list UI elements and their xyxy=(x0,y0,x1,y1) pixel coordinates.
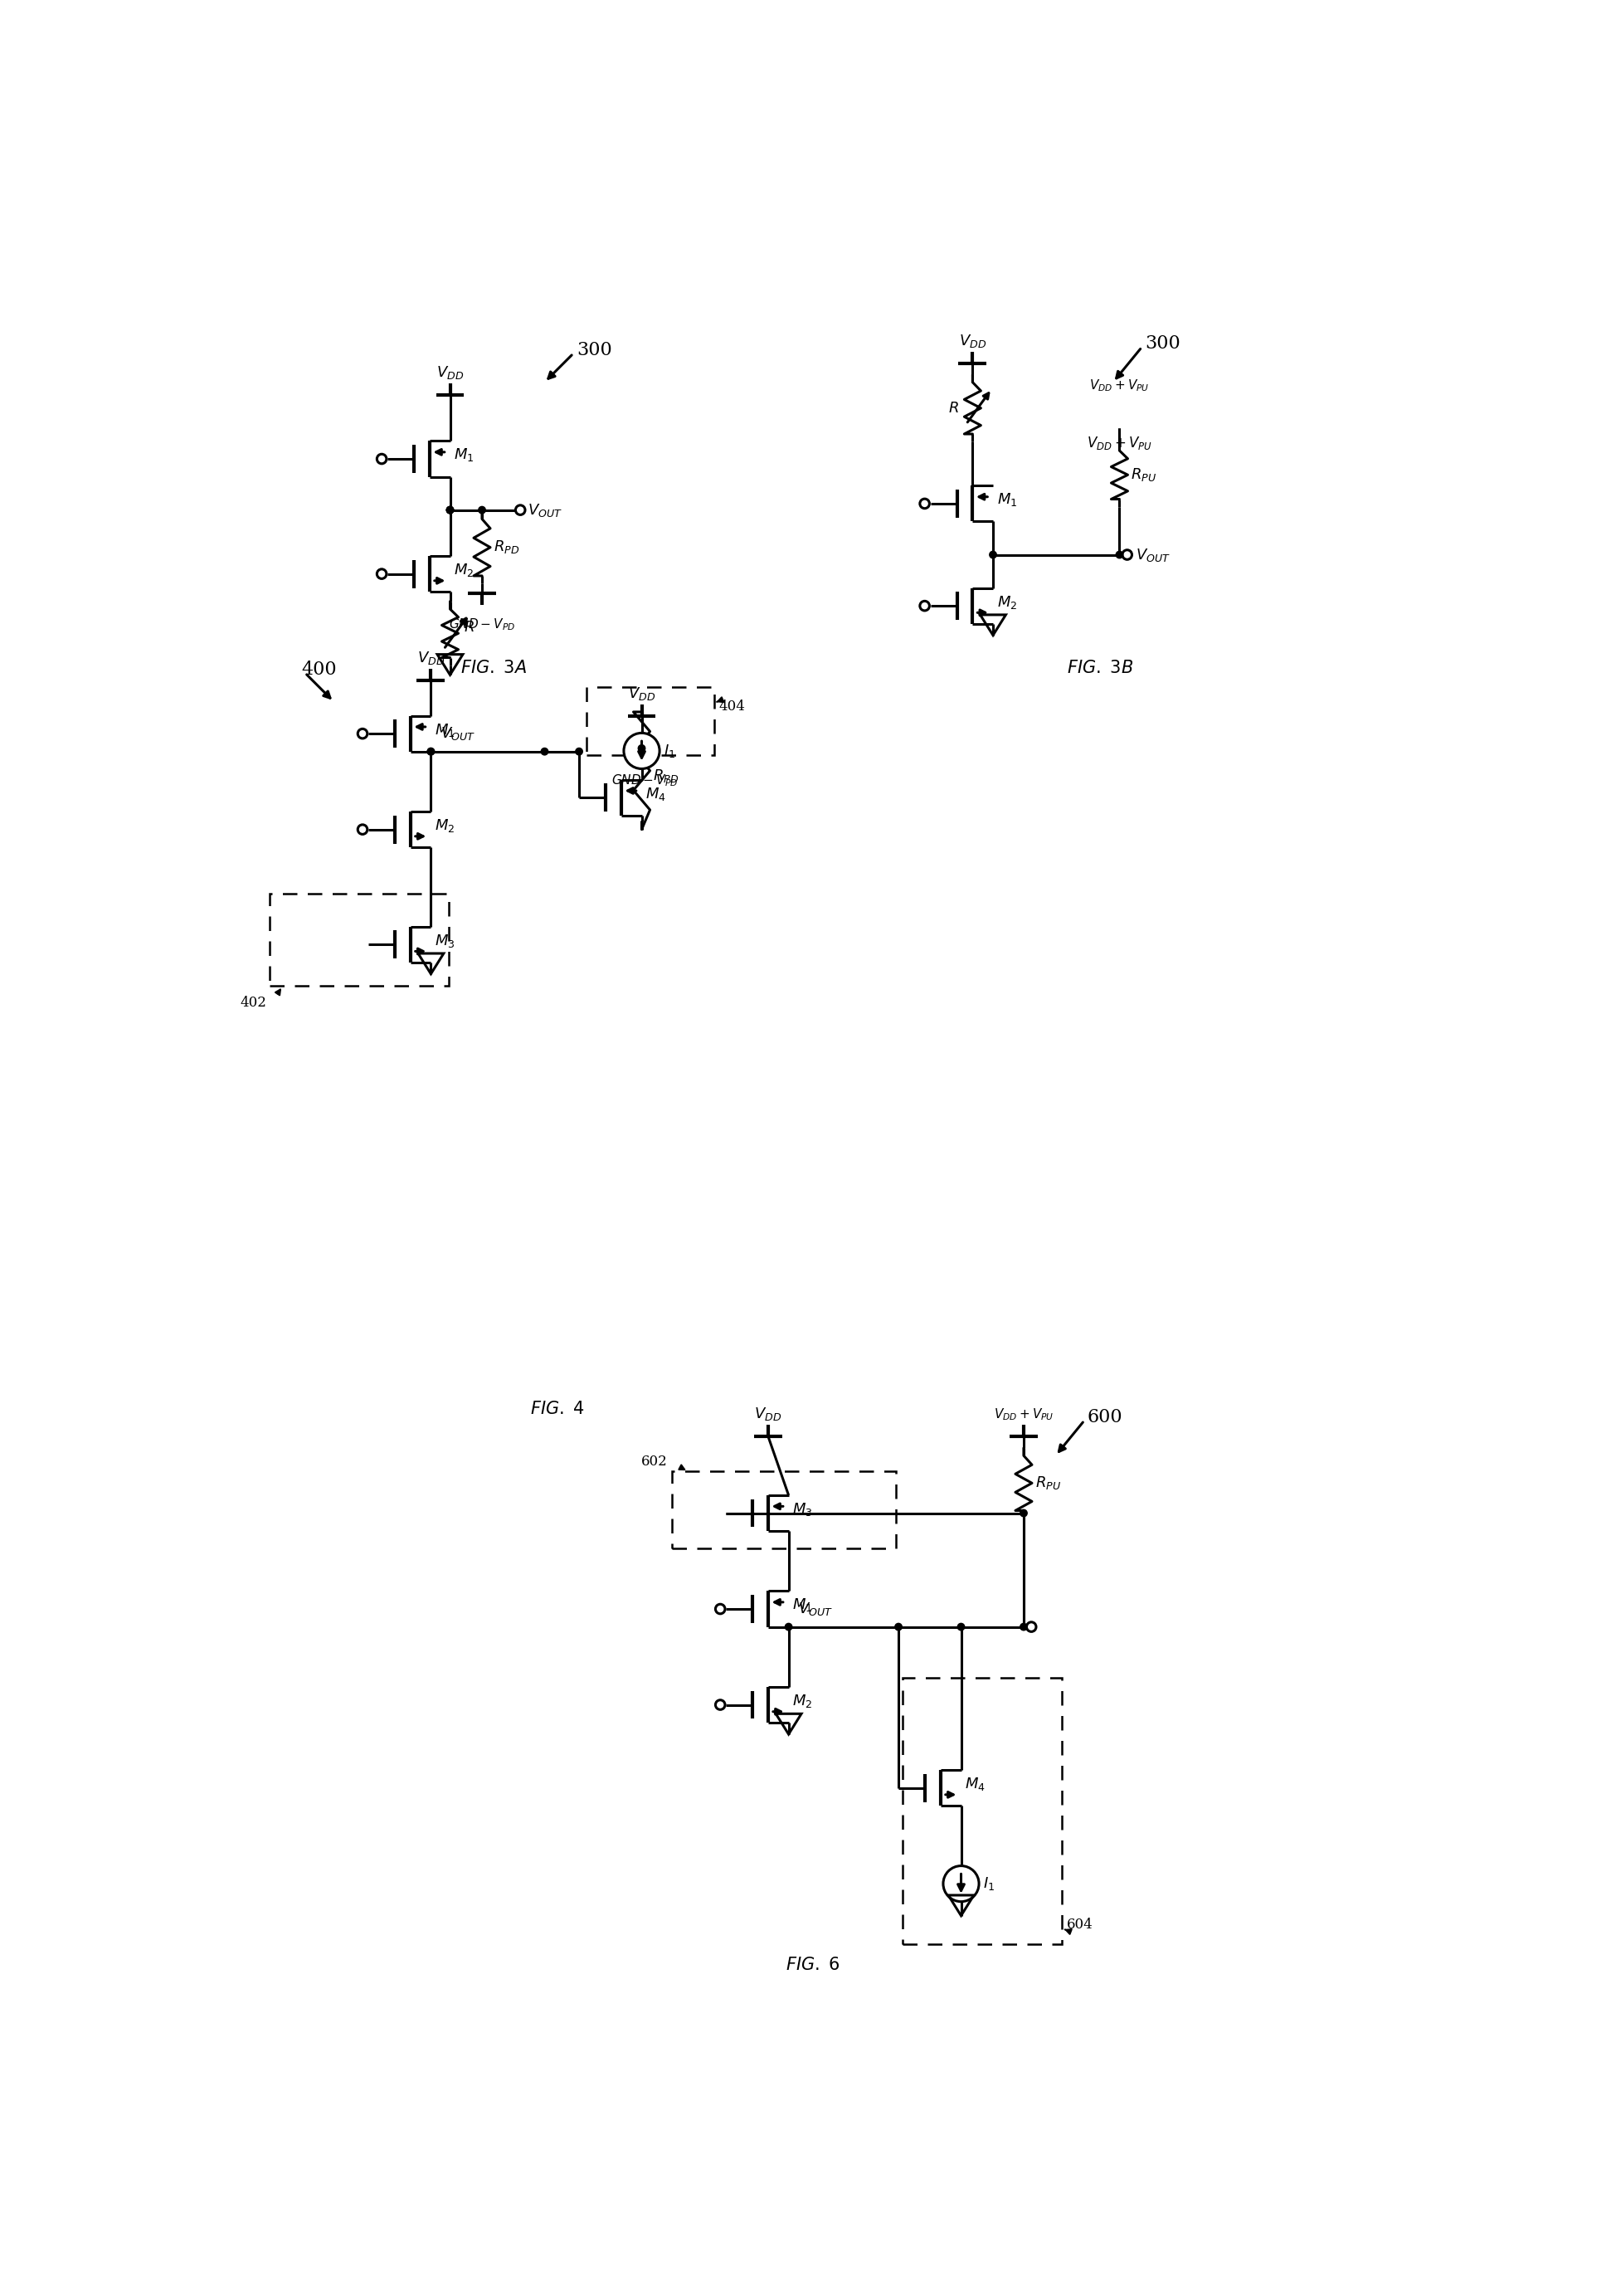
Text: $R_{PU}$: $R_{PU}$ xyxy=(1131,466,1157,482)
Bar xyxy=(587,687,714,755)
Text: $M_3$: $M_3$ xyxy=(792,1502,813,1518)
Circle shape xyxy=(427,748,435,755)
Bar xyxy=(902,1678,1062,1945)
Text: $R_{PD}$: $R_{PD}$ xyxy=(493,540,519,556)
Circle shape xyxy=(478,507,485,514)
Text: $FIG.\ 4$: $FIG.\ 4$ xyxy=(530,1401,585,1417)
Circle shape xyxy=(446,507,454,514)
Text: $V_{OUT}$: $V_{OUT}$ xyxy=(441,726,475,742)
Text: $M_2$: $M_2$ xyxy=(792,1692,813,1708)
Bar xyxy=(1088,388,1152,427)
Text: $R$: $R$ xyxy=(464,620,475,634)
Circle shape xyxy=(357,728,367,739)
Text: $V_{DD}$: $V_{DD}$ xyxy=(629,684,656,703)
Circle shape xyxy=(716,1605,726,1614)
Text: $FIG.\ 6$: $FIG.\ 6$ xyxy=(785,1956,840,1972)
Text: $V_{DD}$: $V_{DD}$ xyxy=(958,333,986,349)
Circle shape xyxy=(716,1699,726,1711)
Text: 602: 602 xyxy=(642,1453,667,1469)
Text: 600: 600 xyxy=(1088,1407,1123,1426)
Text: $V_{DD}+V_{PU}$: $V_{DD}+V_{PU}$ xyxy=(994,1407,1054,1424)
Circle shape xyxy=(446,507,454,514)
Text: 404: 404 xyxy=(719,700,745,714)
Text: $R$: $R$ xyxy=(949,400,958,416)
Bar xyxy=(672,1472,895,1548)
Circle shape xyxy=(638,744,645,751)
Text: $M_1$: $M_1$ xyxy=(792,1596,813,1614)
Circle shape xyxy=(541,748,548,755)
Text: $V_{DD}$: $V_{DD}$ xyxy=(417,650,444,666)
Circle shape xyxy=(1117,551,1123,558)
Text: $I_1$: $I_1$ xyxy=(984,1876,995,1892)
Text: $V_{DD}+V_{PU}$: $V_{DD}+V_{PU}$ xyxy=(1089,379,1149,393)
Circle shape xyxy=(1020,1508,1028,1518)
Circle shape xyxy=(516,505,525,514)
Circle shape xyxy=(575,748,583,755)
Text: $M_2$: $M_2$ xyxy=(454,563,473,579)
Text: $M_2$: $M_2$ xyxy=(435,817,454,833)
Text: $M_1$: $M_1$ xyxy=(997,491,1016,507)
Circle shape xyxy=(377,569,386,579)
Text: $V_{DD}$: $V_{DD}$ xyxy=(755,1405,782,1424)
Text: $M_2$: $M_2$ xyxy=(997,595,1016,611)
Circle shape xyxy=(377,455,386,464)
Circle shape xyxy=(920,602,929,611)
Text: $GND-V_{PD}$: $GND-V_{PD}$ xyxy=(611,774,679,788)
Text: $M_3$: $M_3$ xyxy=(435,932,456,948)
Text: $FIG.\ 3B$: $FIG.\ 3B$ xyxy=(1067,659,1133,675)
Circle shape xyxy=(944,1867,979,1901)
Text: 604: 604 xyxy=(1067,1917,1094,1931)
Circle shape xyxy=(1123,551,1131,560)
Text: $V_{OUT}$: $V_{OUT}$ xyxy=(798,1600,832,1616)
Text: 300: 300 xyxy=(577,342,612,360)
Text: $M_4$: $M_4$ xyxy=(645,785,666,801)
Text: $I_1$: $I_1$ xyxy=(664,742,675,760)
Text: $R_{PD}$: $R_{PD}$ xyxy=(653,767,679,783)
Circle shape xyxy=(624,732,659,769)
Text: $M_4$: $M_4$ xyxy=(965,1775,986,1793)
Circle shape xyxy=(920,498,929,507)
Circle shape xyxy=(989,551,997,558)
Text: $M_1$: $M_1$ xyxy=(435,721,456,737)
Bar xyxy=(270,893,449,985)
Text: 402: 402 xyxy=(241,996,267,1010)
Text: $V_{DD}+V_{PU}$: $V_{DD}+V_{PU}$ xyxy=(1088,434,1152,452)
Text: 300: 300 xyxy=(1146,335,1181,354)
Text: $R_{PU}$: $R_{PU}$ xyxy=(1036,1474,1062,1492)
Circle shape xyxy=(785,1623,792,1630)
Circle shape xyxy=(1026,1621,1036,1632)
Text: $GND-V_{PD}$: $GND-V_{PD}$ xyxy=(449,618,516,631)
Text: $V_{OUT}$: $V_{OUT}$ xyxy=(528,503,562,519)
Circle shape xyxy=(427,748,435,755)
Text: 400: 400 xyxy=(302,661,338,680)
Circle shape xyxy=(357,824,367,833)
Circle shape xyxy=(446,507,454,514)
Circle shape xyxy=(1020,1623,1028,1630)
Text: $M_1$: $M_1$ xyxy=(454,448,473,464)
Text: $V_{DD}$: $V_{DD}$ xyxy=(436,365,464,381)
Circle shape xyxy=(895,1623,902,1630)
Text: $FIG.\ 3A$: $FIG.\ 3A$ xyxy=(461,659,527,675)
Text: $V_{OUT}$: $V_{OUT}$ xyxy=(1136,546,1170,563)
Circle shape xyxy=(958,1623,965,1630)
